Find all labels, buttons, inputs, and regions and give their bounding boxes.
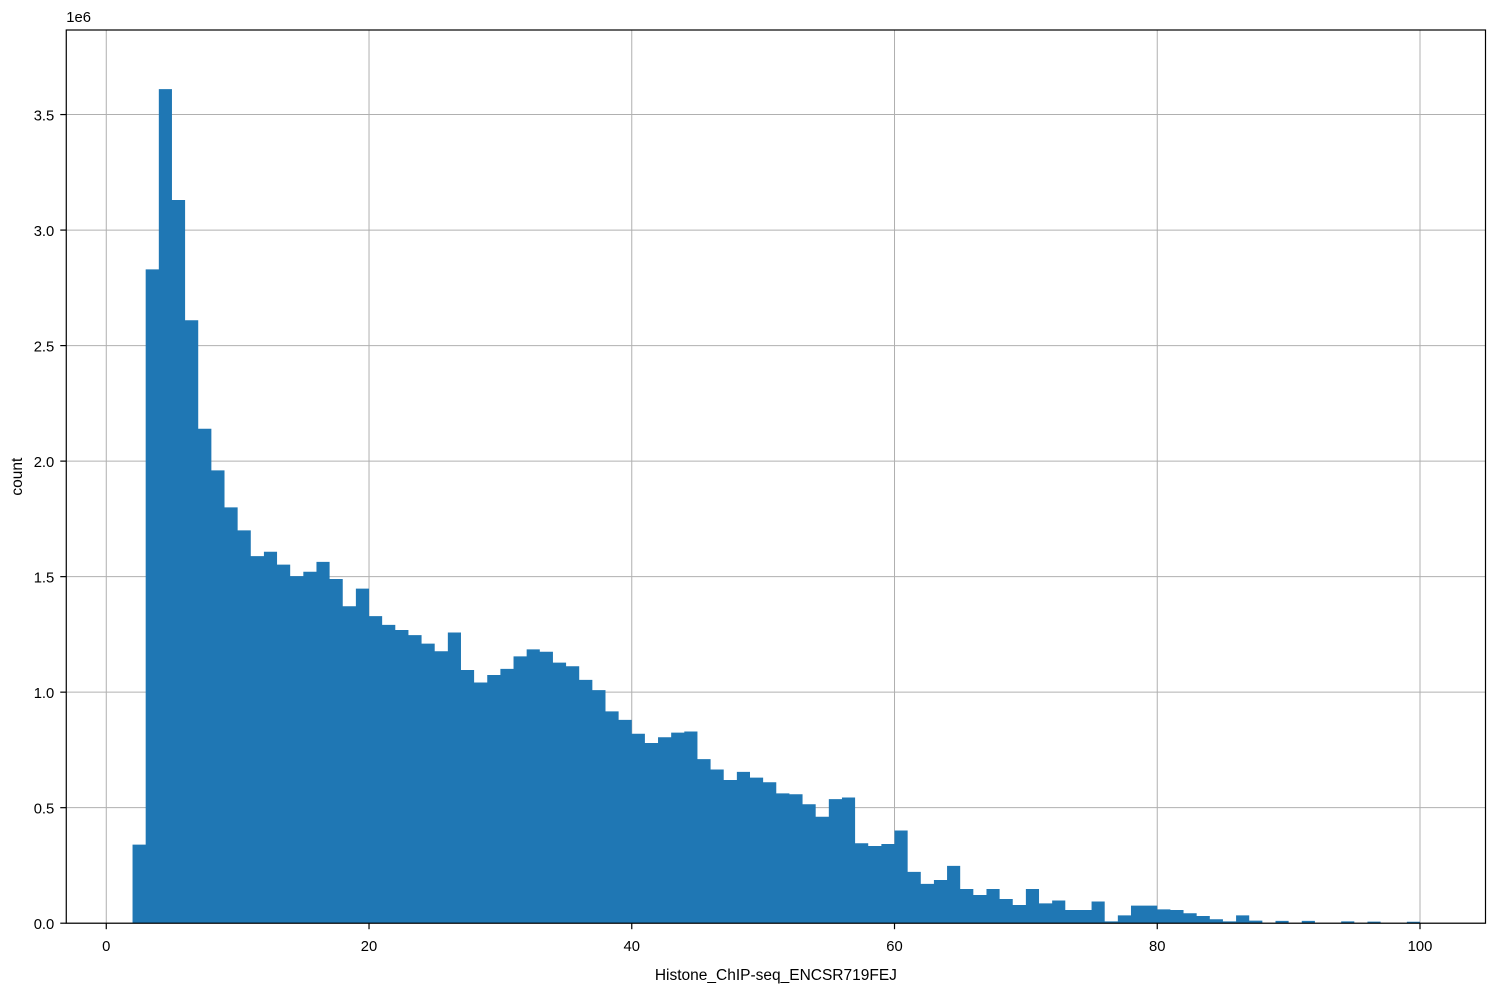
svg-text:Histone_ChIP-seq_ENCSR719FEJ: Histone_ChIP-seq_ENCSR719FEJ [655, 967, 897, 984]
svg-text:80: 80 [1149, 939, 1165, 955]
svg-text:0: 0 [102, 939, 110, 955]
svg-text:1e6: 1e6 [66, 10, 91, 26]
svg-text:count: count [9, 457, 26, 496]
svg-text:0.0: 0.0 [34, 917, 55, 933]
svg-text:3.0: 3.0 [34, 224, 55, 240]
svg-text:1.0: 1.0 [34, 686, 55, 702]
svg-text:2.0: 2.0 [34, 455, 55, 471]
svg-text:60: 60 [886, 939, 902, 955]
svg-text:1.5: 1.5 [34, 571, 55, 587]
svg-text:2.5: 2.5 [34, 340, 55, 356]
svg-text:0.5: 0.5 [34, 802, 55, 818]
svg-text:20: 20 [361, 939, 377, 955]
svg-text:3.5: 3.5 [34, 109, 55, 125]
svg-text:100: 100 [1408, 939, 1433, 955]
svg-text:40: 40 [624, 939, 640, 955]
